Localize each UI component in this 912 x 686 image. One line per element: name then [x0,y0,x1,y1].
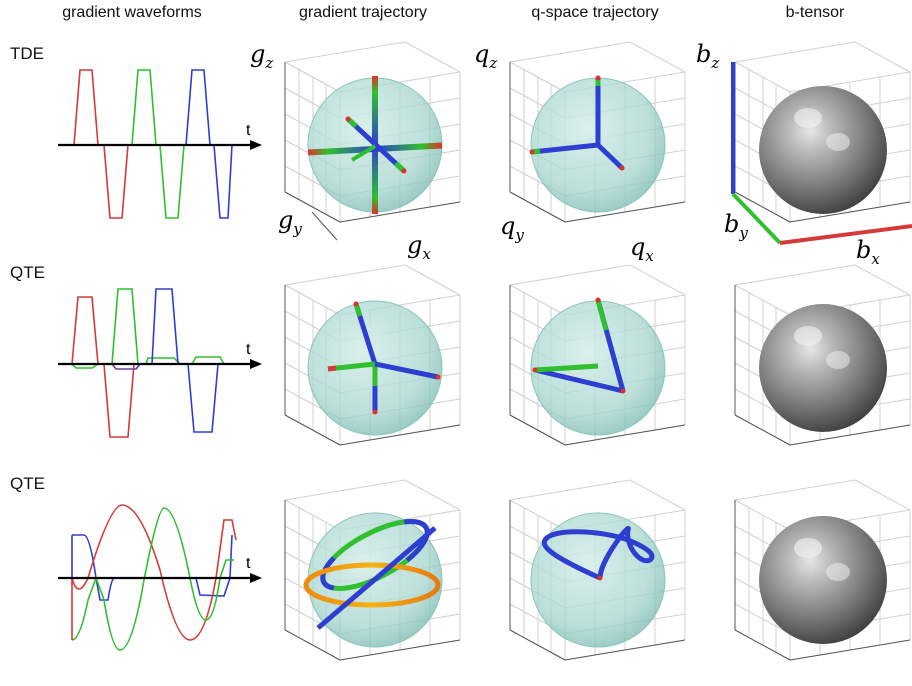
time-label-row2: t [246,341,251,358]
qz-label: qz [474,40,497,72]
qspace-trajectory-row3 [509,479,686,661]
row-label-qte-2: QTE [10,474,45,493]
bx-label: bx [856,236,880,268]
gz-label: gz [250,40,273,72]
header-btensor: b-tensor [785,4,845,21]
row-label-qte-1: QTE [10,263,45,282]
btensor-row2 [734,264,911,446]
header-qspace-trajectory: q-space trajectory [531,4,659,21]
time-label-row1: t [246,122,251,139]
gy-axis-pointer [311,211,338,241]
waveform-plot-row2 [58,288,262,438]
gradient-trajectory-row3 [284,479,461,661]
waveform-plot-row1 [58,69,262,219]
btensor-row1 [731,41,912,245]
by-label: by [724,210,748,242]
gx-label: gx [407,231,431,263]
qspace-trajectory-row2 [509,264,686,446]
btensor-row3 [734,479,911,661]
waveform-plot-row3 [58,504,262,651]
gradient-trajectory-row1 [284,41,461,223]
qspace-trajectory-row1 [509,41,686,223]
qx-label: qx [630,233,654,265]
row-label-tde: TDE [10,44,44,63]
gradient-trajectory-row2 [284,264,461,446]
bz-label: bz [696,40,719,72]
time-label-row3: t [246,555,251,572]
header-gradient-trajectory: gradient trajectory [298,4,428,21]
header-waveforms: gradient waveforms [62,4,202,21]
qy-label: qy [500,212,524,244]
gy-label: gy [278,206,302,238]
